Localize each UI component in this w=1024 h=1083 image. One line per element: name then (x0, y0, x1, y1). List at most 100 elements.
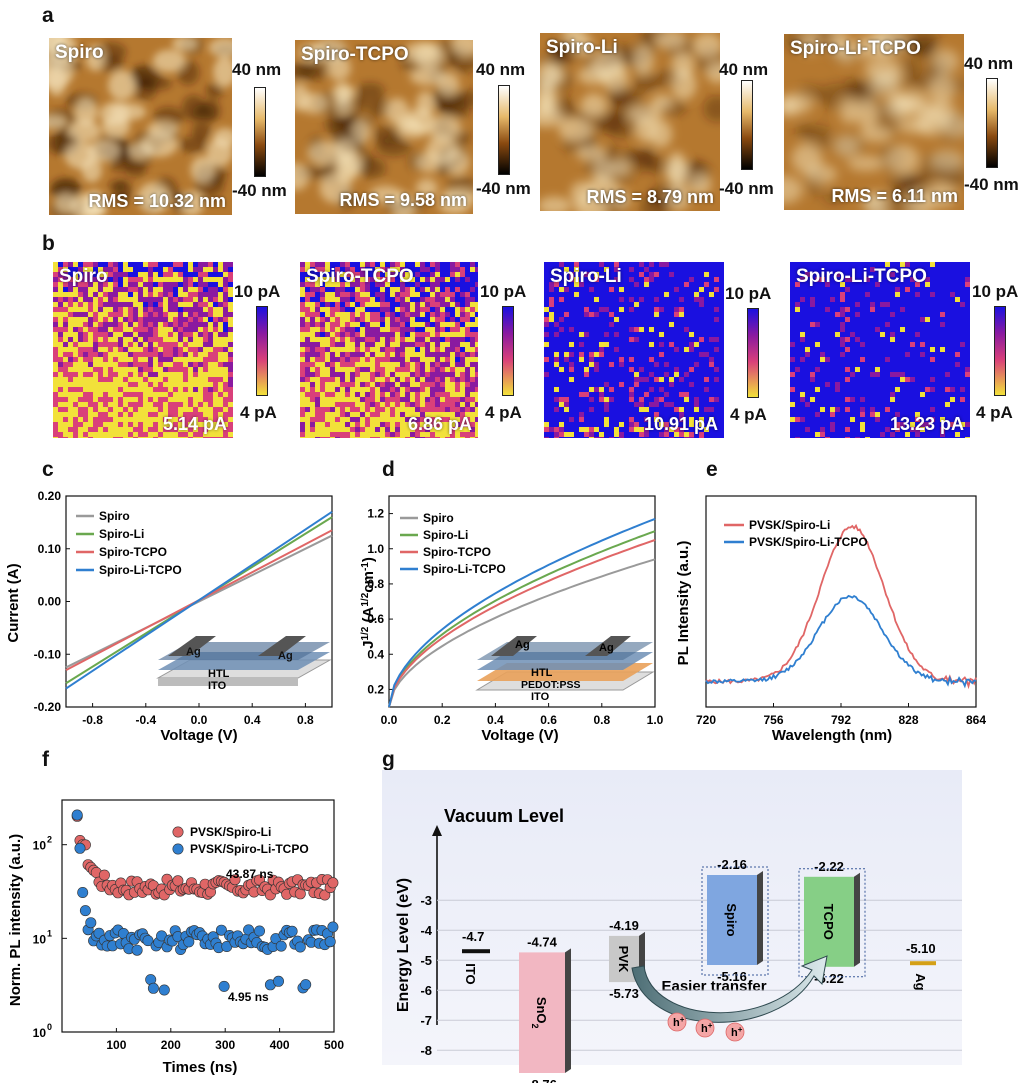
cafm-pixel (400, 397, 405, 402)
cafm-pixel (128, 397, 133, 402)
cafm-pixel (83, 282, 88, 287)
cafm-pixel (370, 327, 375, 332)
cafm-pixel (183, 417, 188, 422)
cafm-pixel (659, 377, 664, 382)
cafm-pixel (58, 417, 63, 422)
cafm-pixel (88, 332, 93, 337)
cafm-pixel (325, 417, 330, 422)
cafm-pixel (455, 402, 460, 407)
cafm-pixel (330, 387, 335, 392)
cafm-pixel (855, 367, 860, 372)
cafm-pixel (108, 377, 113, 382)
cafm-pixel (315, 322, 320, 327)
cafm-pixel (148, 327, 153, 332)
cafm-pixel (53, 347, 58, 352)
cafm-pixel (128, 402, 133, 407)
cafm-pixel (63, 327, 68, 332)
cafm-pixel (415, 332, 420, 337)
cafm-pixel (193, 412, 198, 417)
cafm-pixel (704, 387, 709, 392)
cafm-pixel (193, 267, 198, 272)
cafm-pixel (128, 342, 133, 347)
cafm-pixel (350, 322, 355, 327)
cafm-pixel (78, 307, 83, 312)
afm-grain-light (855, 97, 879, 130)
cafm-pixel (415, 322, 420, 327)
cafm-pixel (430, 407, 435, 412)
cafm-pixel (153, 412, 158, 417)
cafm-pixel (674, 287, 679, 292)
cafm-pixel (664, 262, 669, 267)
cafm-pixel (158, 287, 163, 292)
cafm-pixel (425, 332, 430, 337)
cafm-pixel (113, 272, 118, 277)
cafm-pixel (835, 382, 840, 387)
cafm-pixel (118, 317, 123, 322)
cafm-pixel (83, 372, 88, 377)
legend-label: Spiro (423, 511, 454, 525)
cafm-pixel (63, 357, 68, 362)
cafm-pixel (143, 262, 148, 267)
cafm-pixel (584, 312, 589, 317)
cafm-pixel (58, 427, 63, 432)
colorbar-max-label: 10 pA (725, 284, 772, 303)
cafm-map-spiro-tcpo: Spiro-TCPO 6.86 pA (300, 262, 478, 438)
cafm-pixel (420, 427, 425, 432)
cafm-pixel (370, 387, 375, 392)
cafm-pixel (925, 282, 930, 287)
cafm-pixel (569, 272, 574, 277)
cafm-pixel (168, 402, 173, 407)
cafm-pixel (320, 337, 325, 342)
y-axis-label: PL Intensity (a.u.) (675, 541, 692, 666)
cafm-pixel (604, 417, 609, 422)
cafm-pixel (450, 362, 455, 367)
cafm-pixel (559, 287, 564, 292)
cafm-pixel (639, 407, 644, 412)
x-tick-label: 0.2 (434, 713, 451, 727)
cafm-pixel (699, 297, 704, 302)
x-tick-label: -0.8 (82, 713, 103, 727)
cafm-pixel (714, 317, 719, 322)
cafm-pixel (669, 427, 674, 432)
cafm-pixel (118, 287, 123, 292)
cafm-pixel (825, 382, 830, 387)
cafm-pixel (475, 382, 478, 387)
cafm-pixel (58, 412, 63, 417)
cafm-pixel (370, 362, 375, 367)
cafm-pixel (644, 417, 649, 422)
cafm-pixel (183, 397, 188, 402)
cafm-pixel (355, 297, 360, 302)
cafm-pixel (148, 357, 153, 362)
cafm-pixel (300, 387, 305, 392)
cafm-pixel (345, 322, 350, 327)
afm-grain-light (784, 96, 799, 117)
cafm-pixel (300, 377, 305, 382)
cafm-pixel (425, 367, 430, 372)
colorbar-max-label: 10 pA (480, 282, 527, 301)
cafm-pixel (810, 377, 815, 382)
cafm-pixel (300, 282, 305, 287)
cafm-pixel (128, 297, 133, 302)
cafm-pixel (78, 297, 83, 302)
cafm-pixel (569, 362, 574, 367)
cafm-pixel (83, 332, 88, 337)
afm-rms-value: RMS = 6.11 nm (831, 186, 958, 206)
cafm-pixel (684, 437, 689, 438)
cafm-pixel (360, 327, 365, 332)
cafm-pixel (654, 397, 659, 402)
cafm-pixel (684, 372, 689, 377)
cafm-pixel (143, 292, 148, 297)
cafm-pixel (118, 327, 123, 332)
cafm-pixel (98, 287, 103, 292)
cafm-pixel (689, 417, 694, 422)
cafm-pixel (400, 427, 405, 432)
cafm-pixel (350, 367, 355, 372)
cafm-pixel (315, 362, 320, 367)
cafm-pixel (405, 327, 410, 332)
cafm-pixel (380, 302, 385, 307)
cafm-pixel (664, 427, 669, 432)
plot-frame (388, 495, 656, 708)
cafm-pixel (93, 337, 98, 342)
cafm-pixel (450, 427, 455, 432)
cafm-pixel (330, 397, 335, 402)
